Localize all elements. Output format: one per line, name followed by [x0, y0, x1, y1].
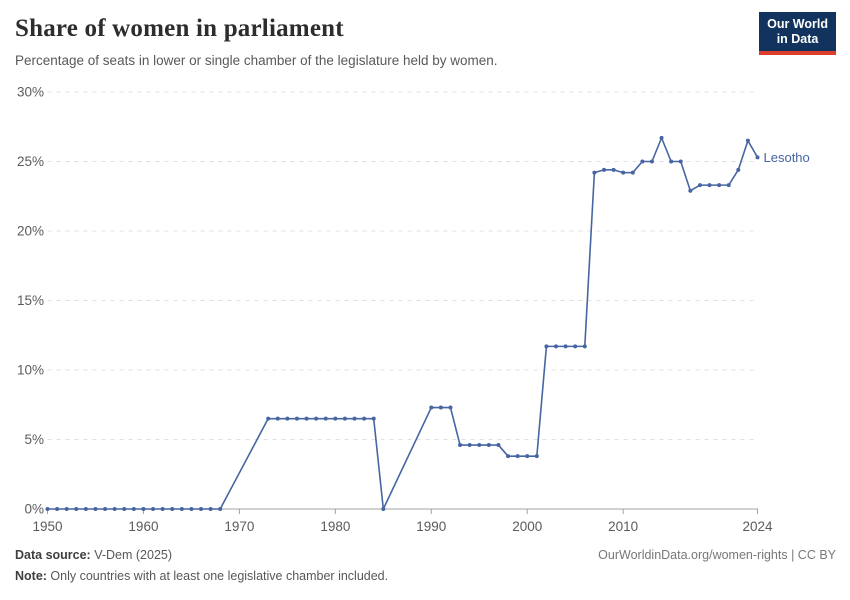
data-point[interactable] [726, 183, 731, 188]
data-point[interactable] [93, 507, 98, 511]
y-axis-tick-label: 0% [24, 502, 44, 517]
data-point[interactable] [525, 454, 530, 459]
data-point[interactable] [179, 507, 184, 511]
data-point[interactable] [649, 159, 654, 164]
trend-line [46, 137, 759, 510]
x-axis-tick-label: 2000 [512, 519, 542, 534]
data-point[interactable] [74, 507, 79, 511]
y-axis-tick-label: 10% [17, 363, 44, 378]
data-point[interactable] [304, 416, 309, 421]
data-point[interactable] [314, 416, 319, 421]
data-point[interactable] [611, 167, 616, 172]
y-axis-tick-label: 15% [17, 293, 44, 308]
data-point[interactable] [371, 416, 376, 421]
data-point[interactable] [554, 344, 559, 349]
data-point[interactable] [362, 416, 367, 421]
data-point[interactable] [717, 183, 722, 188]
data-point[interactable] [160, 507, 165, 511]
data-point[interactable] [678, 159, 683, 164]
owid-link[interactable]: OurWorldinData.org/women-rights | CC BY [598, 548, 836, 562]
data-point[interactable] [189, 507, 194, 511]
data-point[interactable] [477, 443, 482, 448]
data-point[interactable] [64, 507, 69, 511]
data-point[interactable] [275, 416, 280, 421]
data-point[interactable] [601, 167, 606, 172]
data-point[interactable] [506, 454, 511, 459]
note-label: Note: [15, 569, 47, 583]
data-point[interactable] [429, 405, 434, 410]
y-axis-tick-label: 25% [17, 154, 44, 169]
data-point[interactable] [745, 138, 750, 143]
data-point[interactable] [208, 507, 213, 511]
data-point[interactable] [218, 507, 223, 511]
data-point[interactable] [563, 344, 568, 349]
note-value: Only countries with at least one legisla… [46, 569, 389, 583]
data-point[interactable] [669, 159, 674, 164]
data-point[interactable] [755, 155, 760, 160]
x-axis-tick-label: 1990 [416, 519, 446, 534]
data-point[interactable] [736, 167, 741, 172]
data-point[interactable] [544, 344, 549, 349]
owid-logo-line1: Our World [767, 17, 828, 31]
data-point[interactable] [630, 170, 635, 175]
data-point[interactable] [621, 170, 626, 175]
data-point[interactable] [112, 507, 117, 511]
data-point[interactable] [151, 507, 156, 511]
data-source-value: V-Dem (2025) [90, 548, 173, 562]
data-point[interactable] [582, 344, 587, 349]
data-point[interactable] [438, 405, 443, 410]
owid-logo[interactable]: Our World in Data [759, 12, 836, 55]
data-point[interactable] [448, 405, 453, 410]
owid-logo-line2: in Data [776, 32, 819, 46]
data-point[interactable] [131, 507, 136, 511]
x-axis-tick-label: 1980 [320, 519, 350, 534]
data-point[interactable] [688, 188, 693, 193]
x-axis-tick-label: 2024 [742, 519, 773, 534]
note-line: Note: Only countries with at least one l… [15, 569, 388, 583]
data-point[interactable] [640, 159, 645, 164]
y-axis-tick-label: 5% [24, 432, 44, 447]
x-axis-tick-label: 2010 [608, 519, 638, 534]
data-point[interactable] [45, 507, 50, 511]
data-source-line: Data source: V-Dem (2025) [15, 548, 172, 562]
data-point[interactable] [294, 416, 299, 421]
data-point[interactable] [458, 443, 463, 448]
data-point[interactable] [342, 416, 347, 421]
data-point[interactable] [266, 416, 271, 421]
data-point[interactable] [199, 507, 204, 511]
line-chart-canvas[interactable]: 0% 5% 10% 15% 20% 25% 30% 1950 1960 1970 1980 1990 2… [0, 0, 850, 545]
x-axis-tick-label: 1970 [224, 519, 254, 534]
data-point[interactable] [659, 135, 664, 140]
data-source-label: Data source: [15, 548, 91, 562]
data-point[interactable] [83, 507, 88, 511]
data-point[interactable] [592, 170, 597, 175]
chart-subtitle: Percentage of seats in lower or single c… [15, 53, 498, 68]
y-axis-tick-label: 30% [17, 85, 44, 100]
data-point[interactable] [55, 507, 60, 511]
x-axis-tick-label: 1950 [32, 519, 62, 534]
x-axis-tick-label: 1960 [128, 519, 158, 534]
data-point[interactable] [352, 416, 357, 421]
data-point[interactable] [707, 183, 712, 188]
data-point[interactable] [141, 507, 146, 511]
data-point[interactable] [323, 416, 328, 421]
data-point[interactable] [103, 507, 108, 511]
data-point[interactable] [381, 507, 386, 511]
data-point[interactable] [285, 416, 290, 421]
data-point[interactable] [515, 454, 520, 459]
data-point[interactable] [467, 443, 472, 448]
data-point[interactable] [333, 416, 338, 421]
data-point[interactable] [534, 454, 539, 459]
data-point[interactable] [122, 507, 127, 511]
page-title: Share of women in parliament [15, 15, 344, 42]
data-point[interactable] [697, 183, 702, 188]
data-point[interactable] [496, 443, 501, 448]
y-axis-tick-label: 20% [17, 224, 44, 239]
data-point[interactable] [170, 507, 175, 511]
data-point[interactable] [573, 344, 578, 349]
data-point[interactable] [486, 443, 491, 448]
series-end-label: Lesotho [764, 150, 810, 165]
